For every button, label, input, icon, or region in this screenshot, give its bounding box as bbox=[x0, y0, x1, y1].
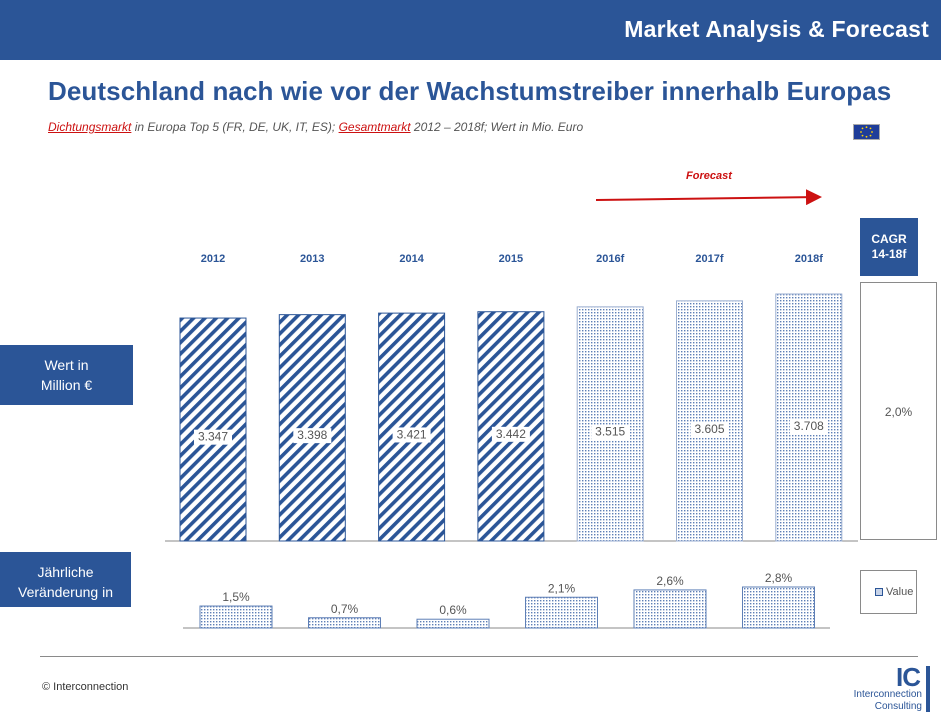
value-label-bg bbox=[591, 424, 630, 440]
page-title: Deutschland nach wie vor der Wachstumstr… bbox=[48, 76, 892, 106]
value-label: 3.605 bbox=[694, 422, 724, 436]
change-label: 0,7% bbox=[331, 602, 359, 616]
value-bar bbox=[775, 293, 843, 542]
subtitle-scope: in Europa Top 5 (FR, DE, UK, IT, ES); bbox=[131, 120, 339, 134]
value-bar bbox=[576, 306, 644, 542]
change-axis-label: Jährliche Veränderung in % bbox=[0, 552, 131, 607]
value-bar bbox=[676, 300, 743, 542]
category-label: 2017f bbox=[695, 253, 723, 265]
value-bar bbox=[378, 312, 446, 542]
value-bar bbox=[477, 311, 545, 542]
category-label: 2015 bbox=[499, 253, 523, 265]
cagr-header: CAGR 14-18f bbox=[860, 218, 918, 276]
footer-divider bbox=[40, 656, 918, 657]
forecast-arrow bbox=[595, 189, 822, 206]
change-bar bbox=[199, 605, 273, 629]
change-label-line1: Jährliche bbox=[37, 564, 94, 580]
logo-line1: Interconnection bbox=[853, 689, 922, 700]
cagr-line2: 14-18f bbox=[871, 247, 907, 261]
category-label: 2016f bbox=[596, 253, 624, 265]
value-label: 3.442 bbox=[496, 427, 526, 441]
value-label: 3.515 bbox=[595, 425, 625, 439]
logo-text: Interconnection Consulting bbox=[854, 689, 922, 713]
change-bar bbox=[416, 618, 490, 629]
value-axis-label: Wert in Million € bbox=[0, 345, 133, 405]
company-logo: IC Interconnection Consulting bbox=[832, 662, 932, 714]
value-label-bg bbox=[194, 429, 232, 445]
change-label: 0,6% bbox=[439, 603, 467, 617]
value-label-bg bbox=[293, 428, 332, 444]
logo-line2: Consulting bbox=[874, 701, 922, 712]
value-label: 3.421 bbox=[397, 427, 427, 441]
change-bar bbox=[742, 586, 815, 629]
value-label: 3.708 bbox=[794, 419, 824, 433]
value-label-bg bbox=[690, 421, 729, 437]
logo-bar bbox=[926, 666, 930, 712]
subtitle: Dichtungsmarkt in Europa Top 5 (FR, DE, … bbox=[48, 120, 583, 134]
category-label: 2013 bbox=[300, 253, 324, 265]
subtitle-market: Dichtungsmarkt bbox=[48, 120, 132, 134]
eu-flag-icon bbox=[853, 124, 880, 140]
value-label-bg bbox=[392, 427, 431, 443]
change-label: 2,1% bbox=[548, 581, 576, 595]
header-title: Market Analysis & Forecast bbox=[624, 16, 929, 42]
subtitle-period: 2012 – 2018f; Wert in Mio. Euro bbox=[410, 120, 584, 134]
value-label-line1: Wert in bbox=[44, 357, 89, 373]
copyright: © Interconnection bbox=[42, 681, 129, 693]
change-label-line2: Veränderung in bbox=[18, 584, 113, 600]
cagr-line1: CAGR bbox=[871, 232, 907, 246]
legend-label: Value bbox=[886, 586, 914, 598]
forecast-label: Forecast bbox=[686, 170, 732, 182]
change-label-line3: % bbox=[0, 602, 131, 607]
cagr-value: 2,0% bbox=[884, 405, 913, 419]
change-label: 2,6% bbox=[656, 574, 684, 588]
category-label: 2014 bbox=[399, 253, 424, 265]
change-bar bbox=[633, 589, 707, 629]
category-label: 2012 bbox=[201, 253, 225, 265]
value-label-line2: Million € bbox=[40, 377, 93, 393]
value-label-bg bbox=[491, 426, 530, 442]
value-label: 3.347 bbox=[198, 430, 228, 444]
legend: Value bbox=[860, 570, 917, 614]
logo-mark: IC bbox=[896, 662, 921, 692]
cagr-box: 2,0% bbox=[860, 282, 937, 540]
change-label: 2,8% bbox=[765, 571, 793, 585]
change-label: 1,5% bbox=[222, 590, 250, 604]
legend-swatch bbox=[875, 588, 883, 597]
value-label-bg bbox=[789, 418, 828, 434]
value-label: 3.398 bbox=[297, 428, 327, 442]
value-bar bbox=[179, 317, 247, 542]
header-band: Market Analysis & Forecast bbox=[0, 0, 941, 60]
subtitle-total: Gesamtmarkt bbox=[338, 120, 411, 134]
value-bar bbox=[278, 314, 346, 542]
change-bar bbox=[308, 617, 381, 629]
category-label: 2018f bbox=[795, 253, 823, 265]
change-bar bbox=[525, 596, 598, 629]
